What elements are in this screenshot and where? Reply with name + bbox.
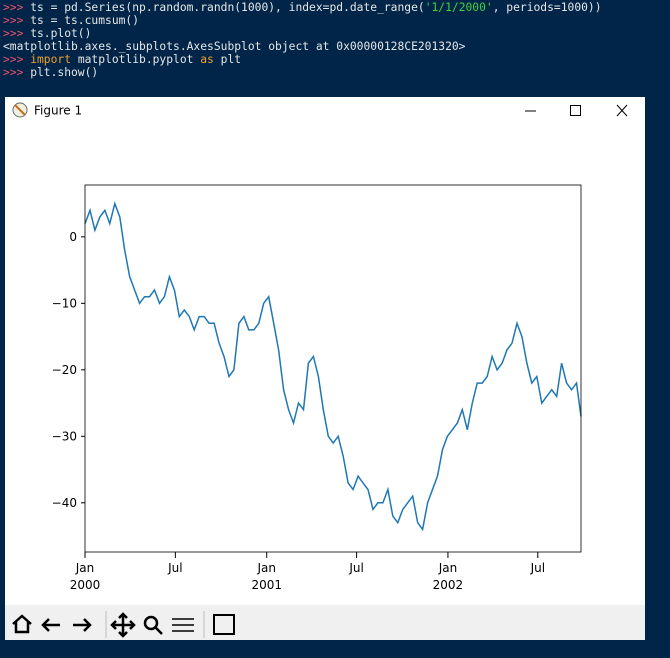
y-tick-label: −40 bbox=[52, 496, 77, 510]
terminal-line: >>> plt.show() bbox=[3, 66, 98, 79]
x-tick-label: 2000 bbox=[70, 578, 101, 592]
axes-frame bbox=[84, 184, 582, 553]
x-tick-label: Jan bbox=[438, 561, 458, 575]
forward-button[interactable] bbox=[73, 618, 92, 632]
y-tick-label: 0 bbox=[69, 230, 77, 244]
window-title: Figure 1 bbox=[34, 104, 82, 118]
terminal-line: >>> ts.plot() bbox=[3, 27, 91, 40]
plot: 0 −10 −20 −30 −40 Jan 2000 Jul Jan 2001 Jul Jan 2002… bbox=[52, 184, 582, 592]
close-button[interactable] bbox=[616, 104, 628, 117]
terminal-line: >>> ts = ts.cumsum() bbox=[3, 14, 139, 27]
code: plt.show() bbox=[30, 66, 98, 79]
zoom-button[interactable] bbox=[143, 615, 159, 631]
x-tick-label: Jul bbox=[530, 561, 545, 575]
prompt: >>> bbox=[3, 66, 24, 79]
y-tick-label: −20 bbox=[52, 363, 77, 377]
terminal: >>> ts = pd.Series(np.random.randn(1000),… bbox=[3, 1, 602, 79]
keyword: as bbox=[200, 53, 214, 66]
code: ts = pd.Series(np.random.randn(1000), in… bbox=[30, 1, 424, 14]
y-tick-label: −30 bbox=[52, 429, 77, 443]
prompt: >>> bbox=[3, 27, 24, 40]
terminal-line: >>> import matplotlib.pyplot as plt bbox=[3, 53, 241, 66]
keyword: import bbox=[30, 53, 71, 66]
code: matplotlib.pyplot bbox=[78, 53, 194, 66]
x-tick-label: Jul bbox=[167, 561, 182, 575]
zoom-button[interactable] bbox=[154, 626, 163, 635]
back-button[interactable] bbox=[41, 618, 60, 632]
y-tick-label: −10 bbox=[52, 296, 77, 310]
maximize-button[interactable] bbox=[570, 105, 581, 116]
x-tick-label: Jan bbox=[75, 561, 95, 575]
x-tick-label: 2002 bbox=[433, 578, 464, 592]
prompt: >>> bbox=[3, 1, 24, 14]
code: ts = ts.cumsum() bbox=[30, 14, 139, 27]
terminal-line: <matplotlib.axes._subplots.AxesSubplot o… bbox=[3, 40, 466, 53]
figure-window: Figure 1 bbox=[5, 97, 645, 640]
x-tick-label: Jan bbox=[256, 561, 276, 575]
line bbox=[84, 201, 582, 532]
x-tick-label: 2001 bbox=[251, 578, 282, 592]
configure-button[interactable] bbox=[172, 618, 194, 632]
x-tick-label: Jul bbox=[348, 561, 363, 575]
prompt: >>> bbox=[3, 14, 24, 27]
pan-button[interactable] bbox=[110, 612, 136, 638]
terminal-line: >>> ts = pd.Series(np.random.randn(1000),… bbox=[3, 1, 602, 14]
home-button[interactable] bbox=[12, 614, 32, 634]
toolbar bbox=[5, 605, 645, 640]
window-frame bbox=[5, 97, 645, 640]
code: plt bbox=[221, 53, 241, 66]
save-button[interactable] bbox=[213, 614, 235, 635]
window-icon bbox=[14, 104, 26, 116]
prompt: >>> bbox=[3, 53, 24, 66]
code: , periods=1000)) bbox=[493, 1, 602, 14]
code: ts.plot() bbox=[30, 27, 91, 40]
output: <matplotlib.axes._subplots.AxesSubplot o… bbox=[3, 40, 466, 53]
string: '1/1/2000' bbox=[425, 1, 493, 14]
